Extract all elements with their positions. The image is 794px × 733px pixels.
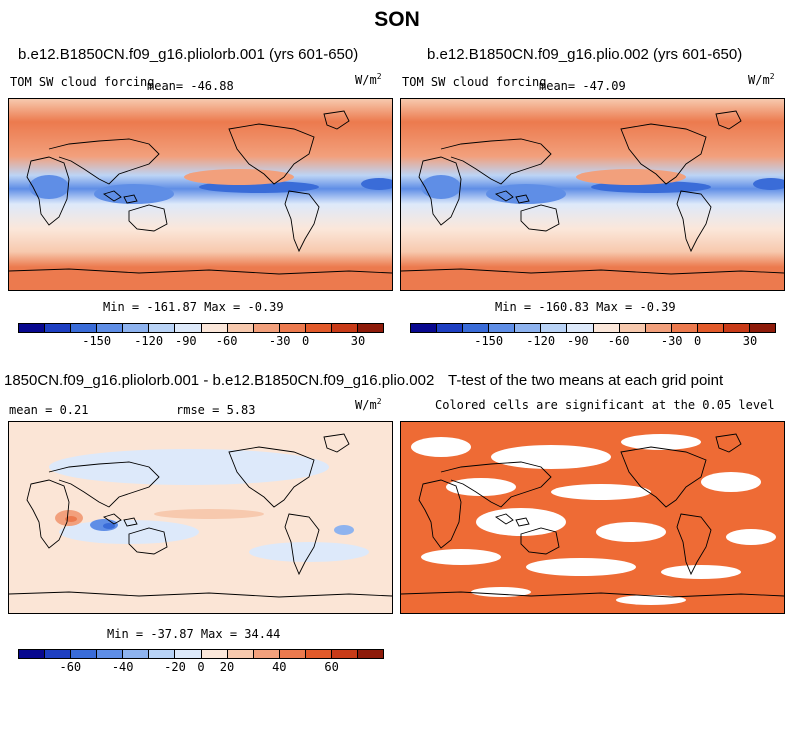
colorbar-swatch bbox=[71, 650, 98, 658]
colorbar-swatch bbox=[227, 650, 254, 658]
colorbar-top-left bbox=[18, 323, 384, 333]
colorbar-tick: -90 bbox=[566, 334, 589, 348]
colorbar-swatch bbox=[567, 324, 594, 332]
colorbar-tick: 30 bbox=[742, 334, 758, 348]
colorbar-swatch bbox=[305, 324, 332, 332]
colorbar-swatch bbox=[331, 650, 359, 658]
colorbar-tick: -60 bbox=[607, 334, 630, 348]
colorbar-swatch bbox=[645, 324, 672, 332]
panel-title-bottom-left: 1850CN.f09_g16.pliolorb.001 - b.e12.B185… bbox=[4, 372, 435, 389]
colorbar-bottom-left bbox=[18, 649, 384, 659]
colorbar-swatch bbox=[97, 650, 124, 658]
colorbar-tick: 0 bbox=[197, 660, 205, 674]
colorbar-tick: -120 bbox=[134, 334, 164, 348]
colorbar-swatch bbox=[331, 324, 359, 332]
stats-bottom-left: Min = -37.87 Max = 34.44 bbox=[107, 627, 281, 641]
units-label-top-right: W/m2 bbox=[748, 72, 775, 87]
colorbar-swatch bbox=[358, 650, 384, 658]
colorbar-ticks-bottom-left: -60 -40 -20 0 20 40 60 bbox=[18, 660, 384, 676]
colorbar-swatch bbox=[619, 324, 646, 332]
colorbar-swatch bbox=[149, 650, 176, 658]
stats-top-left: Min = -161.87 Max = -0.39 bbox=[103, 300, 284, 314]
colorbar-tick: -90 bbox=[174, 334, 197, 348]
colorbar-tick: 40 bbox=[272, 660, 287, 674]
colorbar-tick: 20 bbox=[219, 660, 235, 674]
colorbar-swatch bbox=[253, 324, 280, 332]
colorbar-swatch bbox=[541, 324, 568, 332]
map-bottom-right bbox=[400, 421, 785, 614]
variable-label-top-right: TOM SW cloud forcing bbox=[402, 75, 547, 89]
colorbar-top-right bbox=[410, 323, 776, 333]
colorbar-swatch bbox=[253, 650, 280, 658]
map-top-right bbox=[400, 98, 785, 291]
colorbar-swatch bbox=[45, 650, 72, 658]
colorbar-tick: -60 bbox=[59, 660, 82, 674]
units-label-top-left: W/m2 bbox=[355, 72, 382, 87]
panel-title-clip-bottom-left: 1850CN.f09_g16.pliolorb.001 - b.e12.B185… bbox=[0, 370, 445, 390]
mean-label-bottom-left: mean = 0.21 bbox=[9, 403, 89, 417]
variable-label-top-left: TOM SW cloud forcing bbox=[10, 75, 155, 89]
colorbar-tick: -120 bbox=[526, 334, 556, 348]
colorbar-swatch bbox=[463, 324, 490, 332]
colorbar-tick: 30 bbox=[350, 334, 366, 348]
colorbar-tick: -30 bbox=[660, 334, 683, 348]
colorbar-swatch bbox=[279, 324, 306, 332]
colorbar-swatch bbox=[358, 324, 384, 332]
colorbar-swatch bbox=[515, 324, 542, 332]
units-label-bottom-left: W/m2 bbox=[355, 397, 382, 412]
colorbar-swatch bbox=[19, 324, 46, 332]
colorbar-swatch bbox=[411, 324, 438, 332]
colorbar-tick: 60 bbox=[324, 660, 339, 674]
colorbar-swatch bbox=[175, 324, 202, 332]
colorbar-swatch bbox=[19, 650, 46, 658]
colorbar-swatch bbox=[227, 324, 254, 332]
colorbar-swatch bbox=[671, 324, 698, 332]
colorbar-swatch bbox=[123, 650, 150, 658]
colorbar-swatch bbox=[123, 324, 150, 332]
panel-title-bottom-right: T-test of the two means at each grid poi… bbox=[448, 372, 724, 389]
colorbar-swatch bbox=[305, 650, 332, 658]
colorbar-swatch bbox=[149, 324, 176, 332]
mean-label-top-right: mean= -47.09 bbox=[539, 79, 626, 93]
colorbar-tick: -150 bbox=[474, 334, 504, 348]
subtitle-bottom-right: Colored cells are significant at the 0.0… bbox=[435, 398, 775, 412]
colorbar-tick: -30 bbox=[268, 334, 291, 348]
colorbar-ticks-top-right: -150 -120 -90 -60 -30 0 30 bbox=[410, 334, 776, 350]
colorbar-swatch bbox=[593, 324, 620, 332]
colorbar-swatch bbox=[201, 650, 228, 658]
colorbar-tick: 0 bbox=[302, 334, 310, 348]
colorbar-swatch bbox=[489, 324, 516, 332]
map-top-left bbox=[8, 98, 393, 291]
colorbar-swatch bbox=[697, 324, 724, 332]
rmse-label-bottom-left: rmse = 5.83 bbox=[176, 403, 256, 417]
colorbar-swatch bbox=[97, 324, 124, 332]
colorbar-swatch bbox=[175, 650, 202, 658]
colorbar-swatch bbox=[45, 324, 72, 332]
mean-label-top-left: mean= -46.88 bbox=[147, 79, 234, 93]
colorbar-ticks-top-left: -150 -120 -90 -60 -30 0 30 bbox=[18, 334, 384, 350]
stats-top-right: Min = -160.83 Max = -0.39 bbox=[495, 300, 676, 314]
colorbar-swatch bbox=[437, 324, 464, 332]
colorbar-tick: -60 bbox=[215, 334, 238, 348]
figure-title: SON bbox=[374, 8, 420, 31]
colorbar-swatch bbox=[750, 324, 776, 332]
colorbar-tick: -150 bbox=[82, 334, 112, 348]
colorbar-swatch bbox=[71, 324, 98, 332]
map-bottom-left bbox=[8, 421, 393, 614]
colorbar-tick: -20 bbox=[164, 660, 186, 674]
colorbar-tick: -40 bbox=[111, 660, 134, 674]
colorbar-tick: 0 bbox=[694, 334, 702, 348]
colorbar-swatch bbox=[201, 324, 228, 332]
panel-title-top-right: b.e12.B1850CN.f09_g16.plio.002 (yrs 601-… bbox=[427, 46, 743, 63]
panel-title-top-left: b.e12.B1850CN.f09_g16.pliolorb.001 (yrs … bbox=[18, 46, 359, 63]
colorbar-swatch bbox=[723, 324, 751, 332]
colorbar-swatch bbox=[279, 650, 306, 658]
